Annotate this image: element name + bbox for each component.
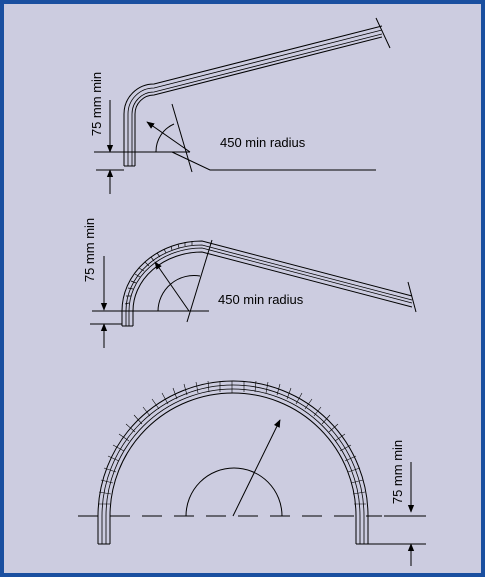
- dimension-label-3: 75 mm min: [390, 440, 405, 504]
- angle-arc-3: [185, 467, 283, 517]
- break-mark-1: [375, 17, 391, 49]
- break-mark-2: [407, 281, 417, 313]
- diagram-1: 75 mm min 450 min radius: [89, 17, 391, 194]
- radius-arrow-3: [232, 419, 281, 517]
- dimension-label-1: 75 mm min: [89, 72, 104, 136]
- dimension-label-2: 75 mm min: [82, 218, 97, 282]
- radius-arrow-2: [154, 261, 190, 312]
- arch-texture-3: [98, 380, 366, 505]
- bend-radius-diagrams: 75 mm min 450 min radius 75 mm min 450 m…: [78, 17, 426, 566]
- bend-texture-2: [124, 241, 193, 305]
- radius-label-1: 450 min radius: [220, 135, 306, 150]
- radius-label-2: 450 min radius: [218, 292, 304, 307]
- radius-arrow-1: [146, 121, 191, 153]
- angle-arc-1: [155, 123, 175, 153]
- angle-arc-2: [157, 275, 201, 312]
- cable-bend-1: [123, 25, 383, 167]
- cable-bend-2: [121, 240, 413, 327]
- diagram-3: 75 mm min: [78, 380, 426, 566]
- diagram-2: 75 mm min 450 min radius: [82, 218, 417, 348]
- leader-line-1: [171, 151, 376, 171]
- cable-arch-3: [97, 380, 369, 545]
- tangent-line-1: [171, 103, 193, 173]
- tangent-line-2: [186, 239, 213, 323]
